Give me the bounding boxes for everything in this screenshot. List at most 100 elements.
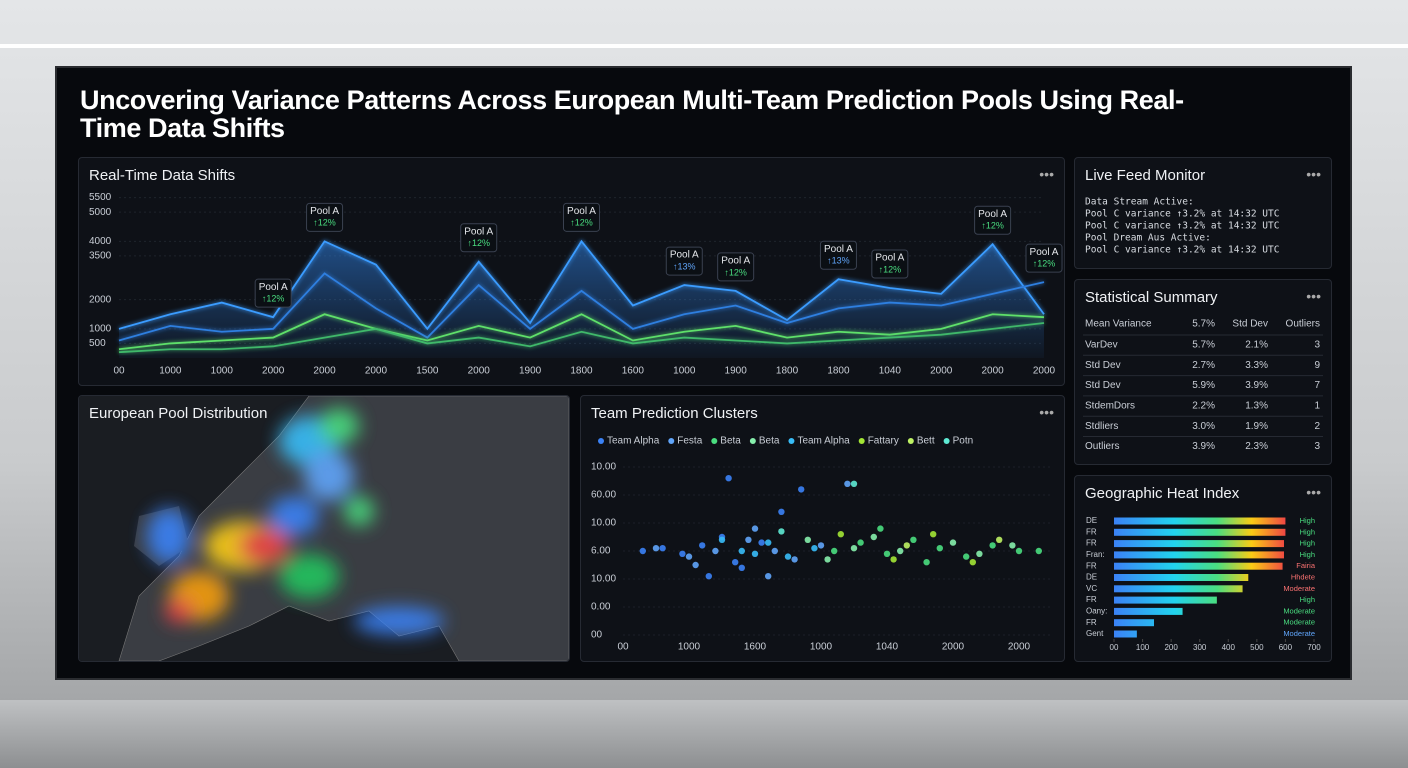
x-tick-label: 400	[1222, 643, 1236, 652]
annotation-box	[306, 202, 344, 232]
menu-icon[interactable]: •••	[1306, 166, 1321, 182]
x-tick-label: 1040	[879, 366, 902, 377]
point	[883, 550, 891, 557]
annotation-delta: ↑13%	[827, 256, 850, 266]
point	[1035, 547, 1042, 555]
point	[751, 525, 759, 532]
menu-icon[interactable]: •••	[1039, 404, 1054, 420]
point	[692, 561, 699, 569]
annotation-delta: ↑12%	[570, 218, 593, 228]
scatter-panel: 00 0.00 10.00 6.00 10.00 60.00 10.00 00 1000 1600…	[580, 395, 1065, 662]
category-label: FR	[1086, 595, 1097, 604]
table-cell: Std Dev	[1085, 360, 1121, 371]
feed-line: Pool C variance ↑3.2% at 14:32 UTC	[1085, 209, 1279, 220]
menu-icon[interactable]: •••	[1039, 166, 1054, 182]
annotation-label: Pool A	[1030, 247, 1059, 258]
annotation-label: Pool A	[875, 253, 904, 264]
x-tick-label: 1600	[622, 366, 645, 377]
annotation-box	[460, 223, 498, 253]
annotation-label: Pool A	[670, 250, 699, 261]
legend-swatch	[598, 438, 604, 444]
point	[877, 525, 884, 532]
x-tick-label: 1000	[810, 642, 833, 653]
point	[870, 533, 877, 541]
land	[118, 396, 569, 661]
panel-title: Geographic Heat Index	[1085, 485, 1240, 502]
area	[119, 241, 1044, 358]
point	[804, 536, 811, 543]
x-tick-label: 200	[1164, 643, 1178, 652]
x-tick-label: 1800	[827, 366, 850, 377]
legend-label: Team Alpha	[797, 436, 850, 447]
annotation-label: Pool A	[259, 282, 288, 293]
panel-title: Team Prediction Clusters	[591, 405, 758, 422]
point	[923, 559, 930, 566]
x-tick-label: 00	[617, 642, 629, 653]
panel-title: European Pool Distribution	[89, 405, 268, 422]
y-tick-label: 4000	[89, 236, 112, 247]
category-label: FR	[1086, 527, 1097, 536]
category-label: DE	[1086, 516, 1097, 525]
legend-swatch	[788, 438, 795, 444]
menu-icon[interactable]: •••	[1306, 288, 1321, 304]
x-tick-label: 1000	[678, 642, 701, 653]
x-tick-label: 700	[1307, 643, 1321, 652]
table-cell: 1	[1314, 401, 1320, 412]
legend-label: Fattary	[868, 436, 899, 447]
category-label: FR	[1086, 618, 1097, 627]
x-tick-label: 600	[1279, 643, 1293, 652]
x-tick-label: 00	[113, 366, 125, 377]
menu-icon[interactable]: •••	[1306, 484, 1321, 500]
table-header: Std Dev	[1232, 319, 1268, 330]
bar	[1114, 517, 1286, 525]
table-cell: 5.7%	[1192, 340, 1215, 351]
point	[817, 542, 825, 549]
annotation-delta: ↑12%	[262, 294, 285, 304]
status-label: High	[1300, 527, 1315, 536]
stats-panel: Mean Variance 5.7% Std Dev Outliers VarDev 5.…	[1074, 279, 1332, 465]
point	[1009, 542, 1016, 549]
y-tick-label: 2000	[89, 294, 112, 305]
y-tick-label: 0.00	[591, 602, 611, 613]
bar	[1114, 619, 1154, 627]
panel-title: Real-Time Data Shifts	[89, 167, 236, 184]
x-tick-label: 1000	[159, 366, 182, 377]
y-tick-label: 500	[89, 338, 106, 349]
feed-line: Pool C variance ↑3.2% at 14:32 UTC	[1085, 221, 1279, 232]
line-chart: 500 1000 2000 3500 4000 5000 5500 00 1000 1000 200…	[89, 192, 1063, 377]
point	[903, 542, 910, 549]
legend-swatch	[668, 438, 675, 444]
point	[824, 556, 831, 563]
panel-title: Live Feed Monitor	[1085, 167, 1206, 184]
point	[811, 545, 818, 552]
annotation-box	[871, 249, 909, 279]
point	[791, 556, 798, 563]
point	[765, 539, 772, 546]
line	[118, 272, 1045, 342]
map-panel: European Pool Distribution	[78, 395, 570, 662]
bar	[1114, 607, 1183, 615]
annotation-box	[1025, 243, 1063, 273]
point	[771, 547, 778, 555]
point	[732, 559, 739, 566]
status-label: Hhdete	[1291, 572, 1315, 581]
point	[936, 545, 943, 552]
x-tick-label: 300	[1193, 643, 1207, 652]
point	[738, 547, 745, 555]
x-tick-label: 1800	[570, 366, 593, 377]
category-label: Fran:	[1086, 550, 1105, 559]
table-cell: 7	[1314, 380, 1320, 391]
annotation-label: Pool A	[721, 256, 750, 267]
x-tick-label: 2000	[942, 642, 965, 653]
y-tick-label: 00	[591, 630, 603, 641]
table-cell: 3.0%	[1192, 421, 1215, 432]
heat-panel: 00 100 200 300 400 500 600 700 DE High FR High FR Hig…	[1074, 475, 1332, 662]
annotation-label: Pool A	[978, 209, 1007, 220]
point	[857, 539, 864, 546]
table-cell: 2.2%	[1192, 401, 1215, 412]
legend-swatch	[858, 438, 865, 444]
point	[897, 547, 904, 555]
annotation-box	[819, 240, 857, 270]
point	[718, 536, 726, 543]
